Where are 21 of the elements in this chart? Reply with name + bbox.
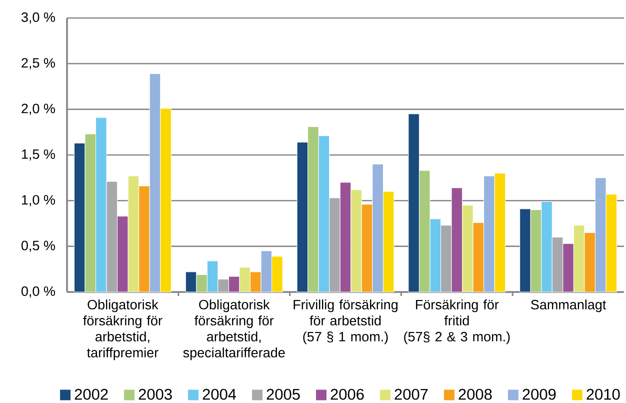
legend-label: 2008 xyxy=(458,388,492,400)
y-tick-label: 0,5 % xyxy=(21,240,55,252)
y-tick-label: 0,0 % xyxy=(21,286,55,298)
legend-label: 2006 xyxy=(330,388,364,400)
y-tick-label: 1,5 % xyxy=(22,149,55,161)
y-tick-label: 2,0 % xyxy=(22,104,55,115)
x-tick-label: Sammanlagt xyxy=(531,300,606,312)
legend-label: 2009 xyxy=(522,388,556,400)
legend-label: 2002 xyxy=(74,388,108,400)
x-tick-label: Obligatorisk försäkring för arbetstid, specialtarifferade xyxy=(183,300,285,360)
y-tick-label: 1,0 % xyxy=(22,195,55,206)
x-tick-label: Obligatorisk försäkring för arbetstid, tariffpremier xyxy=(83,300,162,360)
legend-label: 2003 xyxy=(138,388,172,400)
legend-label: 2004 xyxy=(202,388,236,400)
x-tick-label: Försäkring för fritid (57§ 2 & 3 mom.) xyxy=(404,300,510,344)
legend-label: 2005 xyxy=(266,388,300,400)
legend-label: 2007 xyxy=(394,388,428,400)
y-tick-label: 3,0 % xyxy=(21,12,55,24)
y-tick-label: 2,5 % xyxy=(22,58,55,70)
legend-label: 2010 xyxy=(586,388,620,400)
x-tick-label: Frivillig försäkring för arbetstid (57 § 1 mom.) xyxy=(294,300,398,344)
